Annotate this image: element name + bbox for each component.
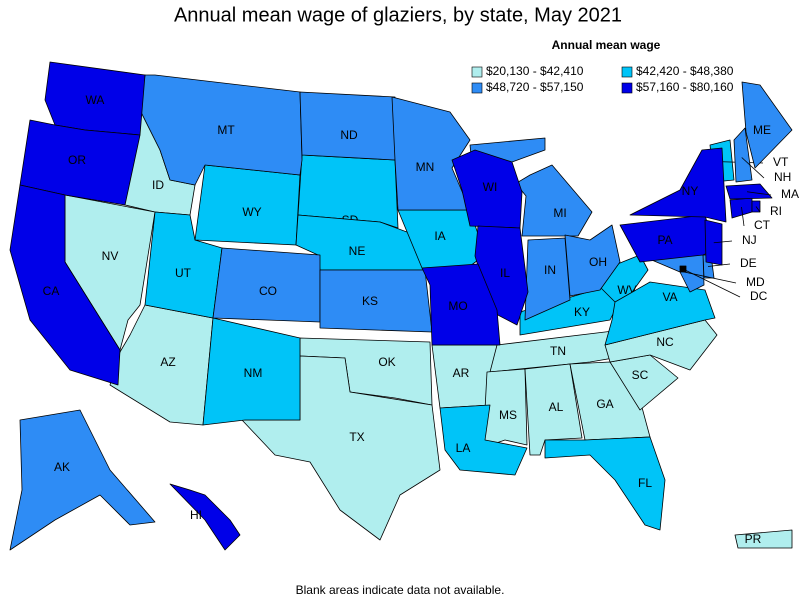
state-label: WY	[242, 205, 261, 219]
state	[299, 91, 396, 161]
state	[439, 404, 528, 476]
state-label: AZ	[160, 355, 175, 369]
state-label: LA	[456, 441, 471, 455]
state-label: NM	[244, 366, 263, 380]
state-label: UT	[175, 266, 192, 280]
leader-line	[741, 206, 745, 227]
state-label: CT	[754, 218, 771, 232]
state-label: IN	[544, 263, 556, 277]
legend-label: $42,420 - $48,380	[636, 64, 734, 78]
state-label: NJ	[742, 233, 757, 247]
state	[202, 317, 301, 426]
state-label: TX	[349, 430, 364, 444]
state-label: HI	[190, 508, 202, 522]
state-label: DE	[740, 256, 757, 270]
state-label: RI	[770, 204, 782, 218]
state	[391, 96, 471, 211]
state	[725, 183, 773, 200]
state-label: NH	[774, 170, 791, 184]
state-label: VA	[662, 290, 677, 304]
state	[169, 483, 241, 551]
state-label: VT	[773, 155, 789, 169]
state-label: NV	[102, 249, 119, 263]
state-label: NY	[682, 184, 699, 198]
state	[729, 197, 753, 219]
state-label: FL	[638, 476, 652, 490]
state-label: OK	[378, 355, 395, 369]
state-label: NC	[656, 335, 674, 349]
state-label: OH	[589, 255, 607, 269]
state-label: GA	[596, 397, 613, 411]
state-label: WA	[86, 93, 105, 107]
leader-line	[713, 240, 733, 244]
legend-title: Annual mean wage	[552, 38, 661, 52]
state	[569, 361, 651, 441]
footnote: Blank areas indicate data not available.	[296, 583, 505, 597]
state-label: KS	[362, 294, 378, 308]
state-label: TN	[550, 344, 566, 358]
state-label: IL	[500, 266, 510, 280]
state	[604, 281, 716, 346]
leader-line	[741, 157, 765, 179]
state	[474, 225, 529, 326]
state-label: ME	[753, 123, 771, 137]
state	[741, 81, 793, 169]
legend-label: $48,720 - $57,150	[486, 80, 584, 94]
state-label: PR	[745, 532, 762, 546]
state-label: MN	[416, 160, 435, 174]
state-label: MT	[217, 123, 235, 137]
leader-line	[746, 191, 772, 196]
state-label: MO	[448, 299, 467, 313]
state-label: NE	[349, 244, 366, 258]
legend-label: $57,160 - $80,160	[636, 80, 734, 94]
state	[544, 436, 666, 531]
map-title: Annual mean wage of glaziers, by state, …	[174, 4, 622, 26]
state-label: AL	[549, 400, 564, 414]
state-label: ND	[340, 128, 358, 142]
state	[564, 224, 621, 297]
legend: $20,130 - $42,410 $42,420 - $48,380 $48,72…	[471, 64, 734, 94]
state-label: CA	[43, 284, 60, 298]
state	[9, 409, 156, 551]
state	[733, 127, 753, 183]
legend-swatch	[621, 66, 633, 78]
legend-swatch	[471, 66, 483, 78]
state-label: AK	[54, 460, 70, 474]
state	[451, 149, 523, 229]
state-label: ID	[152, 178, 164, 192]
states: IDNVAZOKTXARTNMSALGASCNCPRWYUTNMSDNEIALA…	[9, 61, 799, 551]
state	[421, 263, 501, 346]
state-label: CO	[259, 284, 277, 298]
state-label: IA	[434, 229, 445, 243]
leader-line	[682, 268, 741, 298]
state-label: DC	[750, 289, 768, 303]
state-label: WI	[483, 180, 498, 194]
state	[704, 219, 723, 266]
state-label: SC	[632, 368, 649, 382]
state	[734, 529, 793, 549]
leader-line	[755, 206, 761, 213]
leader-line	[707, 263, 731, 267]
state-label: MS	[499, 408, 517, 422]
state-label: PA	[657, 233, 672, 247]
state-label: MA	[781, 187, 799, 201]
state	[629, 147, 727, 223]
legend-swatch	[621, 82, 633, 94]
state-label: OR	[68, 153, 86, 167]
state	[9, 184, 121, 386]
state-label: MI	[553, 206, 566, 220]
state-label: KY	[574, 305, 590, 319]
state-label: MD	[746, 275, 765, 289]
legend-label: $20,130 - $42,410	[486, 64, 584, 78]
state-label: AR	[453, 366, 470, 380]
legend-swatch	[471, 82, 483, 94]
